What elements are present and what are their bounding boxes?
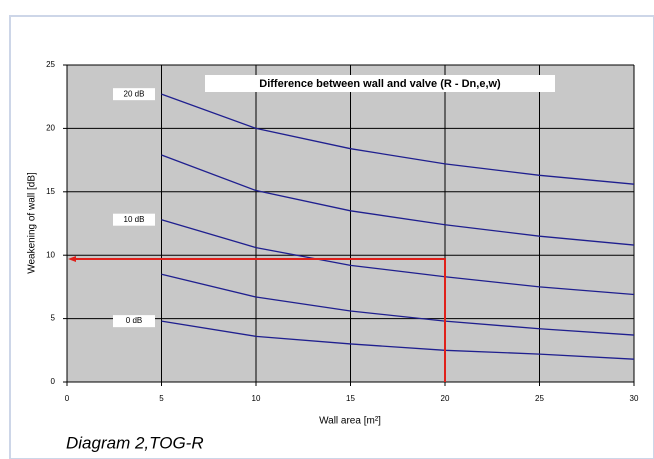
curve-label: 0 dB <box>126 316 142 325</box>
chart-title: Difference between wall and valve (R - D… <box>259 78 501 90</box>
title-box <box>205 75 555 92</box>
reading-line <box>71 258 446 382</box>
curve-label: 10 dB <box>124 215 145 224</box>
y-tick-label: 15 <box>46 187 55 196</box>
x-tick-label: 0 <box>65 394 70 403</box>
curve <box>161 320 635 360</box>
caption: Diagram 2,TOG-R <box>66 433 204 452</box>
x-tick-label: 25 <box>535 394 544 403</box>
curve <box>161 154 635 246</box>
y-tick-label: 10 <box>46 250 55 259</box>
y-tick-label: 25 <box>46 60 55 69</box>
x-tick-label: 5 <box>159 394 164 403</box>
reading-arrow <box>68 256 76 263</box>
x-axis-label: Wall area [m²] <box>319 416 381 427</box>
x-tick-label: 30 <box>630 394 639 403</box>
curve <box>161 219 635 296</box>
curve <box>161 93 635 185</box>
x-tick-label: 10 <box>252 394 261 403</box>
curve <box>161 273 635 336</box>
x-tick-label: 20 <box>441 394 450 403</box>
y-tick-label: 20 <box>46 124 55 133</box>
y-tick-label: 0 <box>51 377 56 386</box>
curve-label: 20 dB <box>124 89 145 98</box>
y-tick-label: 5 <box>51 314 56 323</box>
curve-label-box <box>113 213 155 226</box>
y-axis-label: Weakening of wall [dB] <box>27 172 38 274</box>
curve-label-box <box>113 88 155 101</box>
curve-label-box <box>113 315 155 328</box>
x-tick-label: 15 <box>346 394 355 403</box>
